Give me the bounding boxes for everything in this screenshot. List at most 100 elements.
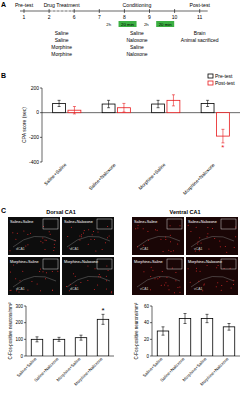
day-label: 1 [23, 14, 26, 20]
micrograph [186, 257, 238, 295]
conditioning-label: Saline [130, 30, 144, 36]
y-tick-label: 200 [31, 85, 40, 91]
chart: 0100200300C-Fos-positive neurons/mm²Sali… [8, 302, 114, 387]
speckle [75, 285, 76, 286]
y-tick [24, 339, 26, 340]
speckle [188, 225, 189, 226]
timeline-axis [20, 11, 208, 12]
speckle [151, 267, 152, 268]
y-tick [150, 339, 152, 340]
speckle [102, 249, 103, 250]
speckle [159, 277, 160, 278]
speckle [106, 280, 107, 281]
speckle [168, 250, 169, 251]
inset-box [167, 259, 182, 269]
speckle [143, 271, 144, 272]
speckle [198, 281, 199, 282]
day-label: 7 [98, 14, 101, 20]
speckle [13, 265, 14, 266]
micrograph-label: Saline+Saline [10, 220, 33, 224]
day-label: 8 [123, 14, 126, 20]
y-tick [40, 162, 42, 163]
speckle [168, 285, 169, 286]
speckle [27, 244, 28, 245]
speckle [109, 236, 110, 237]
region-label: vCA1 [194, 247, 203, 251]
speckle [143, 245, 144, 246]
speckle [93, 231, 94, 232]
y-axis-label: CPA score (sec) [21, 107, 27, 143]
speckle [179, 292, 180, 293]
speckle [218, 265, 219, 266]
speckle [106, 266, 107, 267]
speckle [106, 276, 107, 277]
region-outline [13, 276, 56, 287]
y-tick [150, 322, 152, 323]
speckle [225, 246, 226, 247]
speckle [219, 241, 220, 242]
speckle [83, 232, 84, 233]
speckle [45, 249, 46, 250]
speckle [170, 235, 171, 236]
speckle [22, 271, 23, 272]
conditioning-label: Naloxone [126, 37, 147, 43]
figure: ABC1267891011Pre-testDrug TreatmentCondi… [0, 0, 247, 400]
interval-box [156, 21, 174, 27]
speckle [164, 284, 165, 285]
panel-label: A [1, 1, 6, 8]
speckle [235, 236, 236, 237]
panel-label: B [1, 72, 6, 79]
conditioning-label: Naloxone [126, 51, 147, 57]
day-tick [149, 9, 150, 13]
speckle [207, 236, 208, 237]
speckle [40, 241, 41, 242]
speckle [40, 269, 41, 270]
treatment-label: Saline [55, 30, 69, 36]
y-tick [24, 356, 26, 357]
error-bar [162, 327, 165, 335]
x-tick-label: Morphine+Saline [138, 162, 167, 191]
day-label: 2 [48, 14, 51, 20]
speckle [208, 248, 209, 249]
region-outline [13, 236, 56, 247]
speckle [197, 243, 198, 244]
bar [97, 319, 108, 356]
treatment-label: Saline [55, 37, 69, 43]
speckle [172, 267, 173, 268]
bar [179, 319, 190, 357]
speckle [166, 277, 167, 278]
micrograph [8, 257, 60, 295]
speckle [52, 271, 53, 272]
speckle [108, 270, 109, 271]
y-tick [40, 88, 42, 89]
error-bar [122, 103, 125, 112]
x-tick-label: Morphine+Naloxone [73, 356, 104, 387]
region-label: dCA1 [16, 287, 25, 291]
endpoint-label: Brain [194, 30, 206, 36]
y-axis [26, 306, 27, 356]
speckle [88, 244, 89, 245]
x-tick-label: Saline+Naloxone [88, 162, 117, 191]
region-outline [191, 276, 234, 287]
speckle [43, 271, 44, 272]
error-bar [36, 337, 39, 342]
speckle [52, 290, 53, 291]
micrograph-label: Morphine+Saline [10, 260, 39, 264]
treatment-label: Morphine [51, 51, 72, 57]
annotation: * [101, 306, 104, 315]
speckle [161, 285, 162, 286]
speckle [39, 271, 40, 272]
speckle [234, 247, 235, 248]
speckle [10, 271, 11, 272]
speckle [220, 246, 221, 247]
region-label: vCA1 [140, 247, 149, 251]
error-bar [58, 337, 61, 341]
image-group-title: Ventral CA1 [170, 209, 201, 215]
speckle [177, 244, 178, 245]
speckle [196, 268, 197, 269]
speckle [70, 284, 71, 285]
interval-label: 2h [144, 22, 149, 27]
speckle [81, 234, 82, 235]
speckle [100, 276, 101, 277]
region-label: dCA1 [70, 247, 79, 251]
